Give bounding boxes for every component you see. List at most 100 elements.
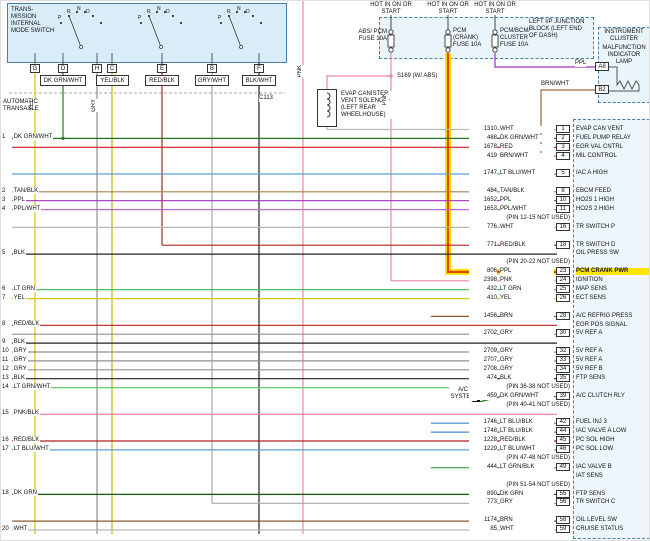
left-circuit-row: 6 LT GRN [2, 286, 37, 293]
pcm-function-label: A/C CLUTCH RLY [576, 392, 625, 399]
pin-number: 25 [556, 285, 570, 294]
circuit-number: 1229 [469, 446, 497, 454]
pcm-row: 419 BRN/WHT 4 MIL CONTROL [469, 151, 649, 161]
pcm-row: (PIN 47-48 NOT USED) [469, 454, 649, 463]
pcm-function-label: 5V REF A [576, 357, 603, 364]
row-number: 18 [2, 490, 11, 497]
wire-color: GRY [500, 357, 554, 365]
row-number: 7 [2, 295, 11, 302]
pin-number: 35 [556, 373, 570, 382]
pin-number: 23 [556, 267, 570, 276]
left-circuit-row: 1 DK GRN/WHT [2, 134, 54, 141]
wire-color: PNK [500, 277, 554, 285]
pcm-row: 1748 LT BLU/BLK 44 IAC VALVE A LOW [469, 427, 649, 436]
row-wire-color: GRY [12, 357, 28, 363]
pin-number: 16 [556, 222, 570, 231]
wire-label-pnk-vertical-1: PNK [382, 93, 389, 106]
circuit-number: 484 [469, 188, 497, 196]
pcm-row: 85 WHT 59 CRUISE STATUS [469, 525, 649, 534]
pcm-row: 2708 GRY 34 5V REF B [469, 365, 649, 374]
row-number: 5 [2, 250, 11, 257]
unused-pins-note: (PIN 12-15 NOT USED) [469, 214, 570, 222]
row-number: 2 [2, 188, 11, 195]
row-number: 6 [2, 286, 11, 293]
switch-position-letter: D [246, 9, 250, 15]
wire-color: GRY [500, 499, 554, 507]
hot-label-1: HOT IN ON OR START [370, 2, 412, 15]
pin-number: 30 [556, 329, 570, 338]
left-circuit-row: 8 RED/BLK [2, 321, 41, 328]
pin-number: 4 [556, 151, 570, 160]
mil-lamp-symbol [609, 66, 640, 92]
circuit-number: 488 [469, 134, 497, 142]
pcm-function-label: TR SWITCH P [576, 223, 615, 230]
circuit-number: 410 [469, 294, 497, 302]
junction-dot [61, 136, 65, 140]
row-number: 9 [2, 339, 11, 346]
pcm-function-label: MIL CONTROL [576, 152, 617, 159]
circuit-number: 773 [469, 499, 497, 507]
terminal-b: B [207, 64, 217, 73]
pcm-function-label: IGNITION [576, 277, 603, 284]
circuit-number: 85 [469, 526, 497, 534]
pin-number [556, 232, 570, 240]
circuit-number: 419 [469, 152, 497, 160]
pcm-row: 1228 RED/BLK 45 PC SOL HIGH [469, 436, 649, 445]
circuit-number: 459 [469, 392, 497, 400]
pcm-function-label: PC SOL HIGH [576, 437, 615, 444]
wire-color: PPL [500, 197, 554, 205]
unused-pins-note: (PIN 40-41 NOT USED) [469, 401, 570, 409]
pcm-row: 773 GRY 56 TR SWITCH C [469, 498, 649, 507]
row-wire-color: LT GRN/WHT [12, 384, 52, 390]
wire-color: GRY [500, 330, 554, 338]
pcm-row: (PIN 36-38 NOT USED) [469, 383, 649, 392]
circuit-number: 2702 [469, 330, 497, 338]
pin-number [556, 507, 570, 515]
pcm-row: 2707 GRY 33 5V REF A [469, 356, 649, 365]
wire-label-pnk-vertical-2: PNK [297, 65, 304, 78]
wire-color: RED/BLK [500, 437, 554, 445]
pin-number: 32 [556, 347, 570, 356]
pcm-row: 410 YEL 26 ECT SENS [469, 293, 649, 303]
pcm-row: 1746 LT BLU/BLK 42 FUEL INJ 3 [469, 418, 649, 427]
pin-number: 11 [556, 205, 570, 214]
pcm-function-label: HO2S 2 HIGH [576, 206, 615, 213]
pcm-function-label: IAT SENS [576, 472, 603, 479]
wire-color: YEL [500, 294, 554, 302]
pcm-function-label: HO2S 1 HIGH [576, 197, 615, 204]
cluster-wire-a-label: PPL [575, 60, 587, 67]
pcm-row [469, 410, 649, 419]
pcm-function-label: PCM CRANK PWR [576, 268, 649, 276]
row-wire-color: RED/BLK [12, 321, 41, 327]
wire-color: TAN/BLK [500, 188, 554, 196]
pcm-row [469, 232, 649, 241]
pcm-row: EGR POS SIGNAL [469, 321, 649, 330]
pcm-function-label: ECT SENS [576, 294, 606, 301]
circuit-number: 1748 [469, 428, 497, 436]
fuse-abs-pcm-label: ABS/ PCM FUSE 10A [358, 29, 387, 42]
switch-position-letter: P [218, 15, 222, 21]
junction-block-label: LEFT I/P JUNCTION BLOCK (LEFT END OF DAS… [529, 19, 585, 39]
pin-number: 8 [556, 187, 570, 196]
pcm-row: 2709 GRY 32 5V REF A [469, 347, 649, 356]
left-circuit-row: 3 PPL [2, 197, 27, 204]
unused-pins-note: (PIN 47-48 NOT USED) [469, 454, 570, 462]
circuit-number: 1228 [469, 437, 497, 445]
pin-number [556, 410, 570, 418]
wire-color: WHT [500, 223, 554, 231]
pcm-row: 488 DK GRN/WHT 2 FUEL PUMP RELAY [469, 133, 649, 143]
row-number: 8 [2, 321, 11, 328]
pcm-row: OIL PRESS SW [469, 249, 649, 258]
circuit-number: 1652 [469, 197, 497, 205]
left-circuit-row: 9 BLK [2, 339, 27, 346]
transmission-mode-switch-box [7, 3, 287, 63]
left-circuit-row: 11 GRY [2, 357, 28, 364]
pcm-function-label: PC SOL LOW [576, 446, 614, 453]
pin-number: 45 [556, 436, 570, 445]
circuit-number: 776 [469, 223, 497, 231]
wire-color: LT GRN [500, 286, 554, 294]
pcm-row: 890 DK GRN 55 FTP SENS [469, 489, 649, 499]
pin-number [556, 303, 570, 311]
pcm-row: IAT SENS [469, 472, 649, 481]
